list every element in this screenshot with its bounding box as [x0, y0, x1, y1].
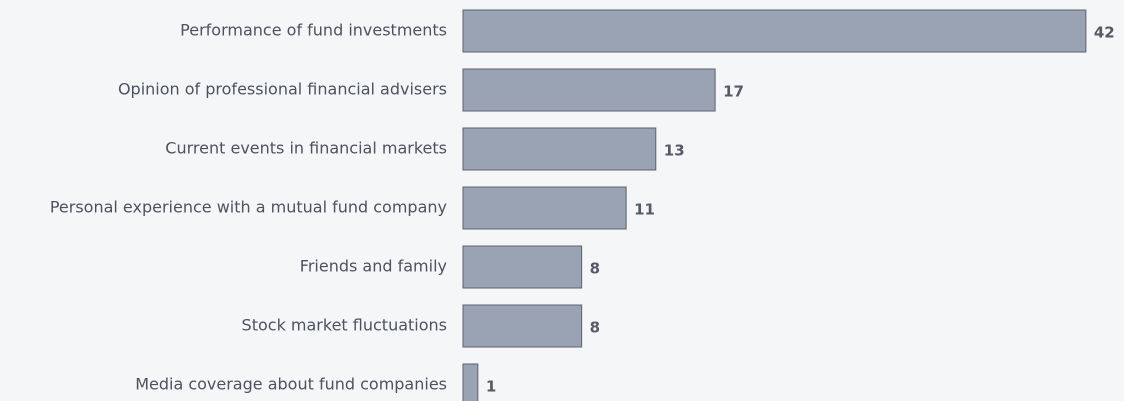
value-label: 1: [486, 378, 496, 396]
category-label: Friends and family: [300, 257, 447, 276]
category-label: Performance of fund investments: [180, 21, 447, 40]
bar: [462, 68, 716, 112]
category-label: Media coverage about fund companies: [135, 375, 447, 394]
bar: [462, 9, 1087, 53]
value-label: 13: [664, 142, 685, 160]
value-label: 17: [723, 83, 744, 101]
bar: [462, 127, 657, 171]
category-label: Stock market fluctuations: [242, 316, 447, 335]
bar: [462, 186, 627, 230]
bar: [462, 363, 479, 401]
value-label: 42: [1094, 24, 1115, 42]
value-label: 11: [634, 201, 655, 219]
value-label: 8: [590, 260, 600, 278]
category-label: Opinion of professional financial advise…: [118, 80, 447, 99]
bar: [462, 304, 583, 348]
bar: [462, 245, 583, 289]
value-label: 8: [590, 319, 600, 337]
category-label: Current events in financial markets: [165, 139, 447, 158]
category-label: Personal experience with a mutual fund c…: [50, 198, 447, 217]
